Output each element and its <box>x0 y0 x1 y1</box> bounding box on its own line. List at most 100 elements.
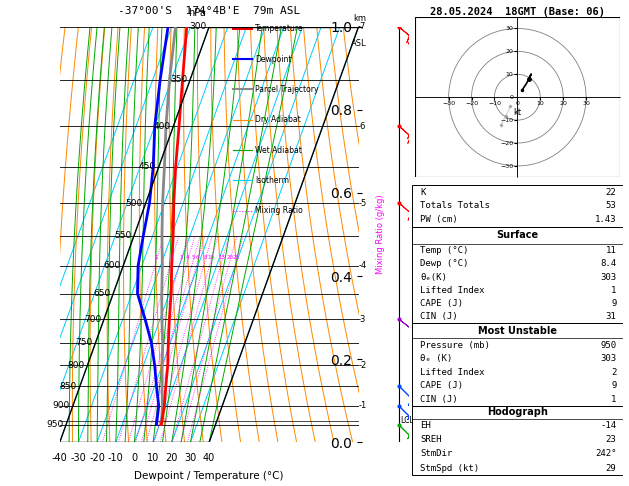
Text: 22: 22 <box>606 188 616 197</box>
Text: 5: 5 <box>192 255 195 260</box>
Text: km: km <box>353 14 366 22</box>
Text: 950: 950 <box>46 420 64 429</box>
Text: -3: -3 <box>358 314 366 324</box>
Text: 650: 650 <box>93 289 111 298</box>
Text: -10: -10 <box>108 452 124 463</box>
Text: StmSpd (kt): StmSpd (kt) <box>420 464 479 472</box>
Text: PW (cm): PW (cm) <box>420 215 458 224</box>
Text: 15: 15 <box>218 255 226 260</box>
Text: -14: -14 <box>600 421 616 430</box>
Text: 30: 30 <box>184 452 197 463</box>
Text: K: K <box>420 188 426 197</box>
Text: Dewpoint: Dewpoint <box>255 54 292 64</box>
Text: 550: 550 <box>114 231 131 241</box>
Text: 4: 4 <box>186 255 189 260</box>
Text: -5: -5 <box>358 199 366 208</box>
Text: Lifted Index: Lifted Index <box>420 286 485 295</box>
Text: Isotherm: Isotherm <box>255 176 289 185</box>
Text: 850: 850 <box>60 382 77 391</box>
Text: EH: EH <box>420 421 431 430</box>
Text: Dewpoint / Temperature (°C): Dewpoint / Temperature (°C) <box>135 471 284 481</box>
Text: 1: 1 <box>611 395 616 404</box>
Text: 10: 10 <box>208 255 214 260</box>
Text: CIN (J): CIN (J) <box>420 395 458 404</box>
Bar <box>412 406 623 475</box>
Text: SREH: SREH <box>420 435 442 444</box>
Text: 0: 0 <box>131 452 138 463</box>
Text: Hodograph: Hodograph <box>487 407 548 417</box>
Text: Dry Adiabat: Dry Adiabat <box>255 115 301 124</box>
Text: 400: 400 <box>153 122 170 131</box>
Text: Totals Totals: Totals Totals <box>420 202 490 210</box>
Text: Surface: Surface <box>496 230 538 241</box>
Text: 2: 2 <box>611 368 616 377</box>
Text: 950: 950 <box>600 341 616 349</box>
Text: 1: 1 <box>155 255 159 260</box>
Text: -37°00'S  174°4B'E  79m ASL: -37°00'S 174°4B'E 79m ASL <box>118 6 300 17</box>
Text: 450: 450 <box>139 162 156 171</box>
Text: 29: 29 <box>606 464 616 472</box>
Text: 53: 53 <box>606 202 616 210</box>
Text: Wet Adiabat: Wet Adiabat <box>255 146 303 155</box>
Text: -40: -40 <box>52 452 68 463</box>
Text: 8.4: 8.4 <box>600 260 616 268</box>
Text: Most Unstable: Most Unstable <box>478 326 557 336</box>
Text: 303: 303 <box>600 354 616 363</box>
Text: -1: -1 <box>358 401 366 410</box>
Text: 900: 900 <box>53 401 70 410</box>
Text: CIN (J): CIN (J) <box>420 312 458 321</box>
Text: Dewp (°C): Dewp (°C) <box>420 260 469 268</box>
Bar <box>415 17 620 177</box>
Text: 1.43: 1.43 <box>595 215 616 224</box>
Text: 23: 23 <box>606 435 616 444</box>
Text: 2: 2 <box>170 255 174 260</box>
Text: 25: 25 <box>233 255 240 260</box>
Text: 300: 300 <box>189 22 206 31</box>
Bar <box>412 185 623 226</box>
Text: 40: 40 <box>203 452 215 463</box>
Text: LCL: LCL <box>401 417 415 425</box>
Text: 800: 800 <box>67 361 85 370</box>
Bar <box>412 323 623 406</box>
Text: Pressure (mb): Pressure (mb) <box>420 341 490 349</box>
Text: 11: 11 <box>606 246 616 255</box>
Text: 1: 1 <box>611 286 616 295</box>
Text: 242°: 242° <box>595 450 616 458</box>
Bar <box>412 226 623 323</box>
Text: 10: 10 <box>147 452 159 463</box>
Text: -4: -4 <box>358 261 366 270</box>
Text: 500: 500 <box>126 199 143 208</box>
X-axis label: kt: kt <box>513 108 521 117</box>
Text: 20: 20 <box>165 452 178 463</box>
Text: 600: 600 <box>103 261 120 270</box>
Text: 31: 31 <box>606 312 616 321</box>
Text: 9: 9 <box>611 299 616 308</box>
Text: -6: -6 <box>358 122 366 131</box>
Text: hPa: hPa <box>189 8 206 18</box>
Text: 28.05.2024  18GMT (Base: 06): 28.05.2024 18GMT (Base: 06) <box>430 7 605 17</box>
Text: -20: -20 <box>89 452 105 463</box>
Text: 350: 350 <box>170 75 187 85</box>
Text: θₑ(K): θₑ(K) <box>420 273 447 281</box>
Text: Mixing Ratio (g/kg): Mixing Ratio (g/kg) <box>376 195 385 274</box>
Text: ASL: ASL <box>351 39 366 48</box>
Text: -2: -2 <box>358 361 366 370</box>
Text: 8: 8 <box>203 255 207 260</box>
Text: Lifted Index: Lifted Index <box>420 368 485 377</box>
Text: Temp (°C): Temp (°C) <box>420 246 469 255</box>
Text: Temperature: Temperature <box>255 24 304 34</box>
Text: 20: 20 <box>226 255 233 260</box>
Text: 700: 700 <box>84 314 101 324</box>
Text: CAPE (J): CAPE (J) <box>420 299 464 308</box>
Text: 303: 303 <box>600 273 616 281</box>
Text: θₑ (K): θₑ (K) <box>420 354 453 363</box>
Text: 9: 9 <box>611 381 616 390</box>
Text: 750: 750 <box>75 338 92 347</box>
Text: StmDir: StmDir <box>420 450 453 458</box>
Text: Mixing Ratio: Mixing Ratio <box>255 207 303 215</box>
Text: 6: 6 <box>196 255 199 260</box>
Text: CAPE (J): CAPE (J) <box>420 381 464 390</box>
Text: 3: 3 <box>179 255 182 260</box>
Text: Parcel Trajectory: Parcel Trajectory <box>255 85 319 94</box>
Text: -30: -30 <box>70 452 86 463</box>
